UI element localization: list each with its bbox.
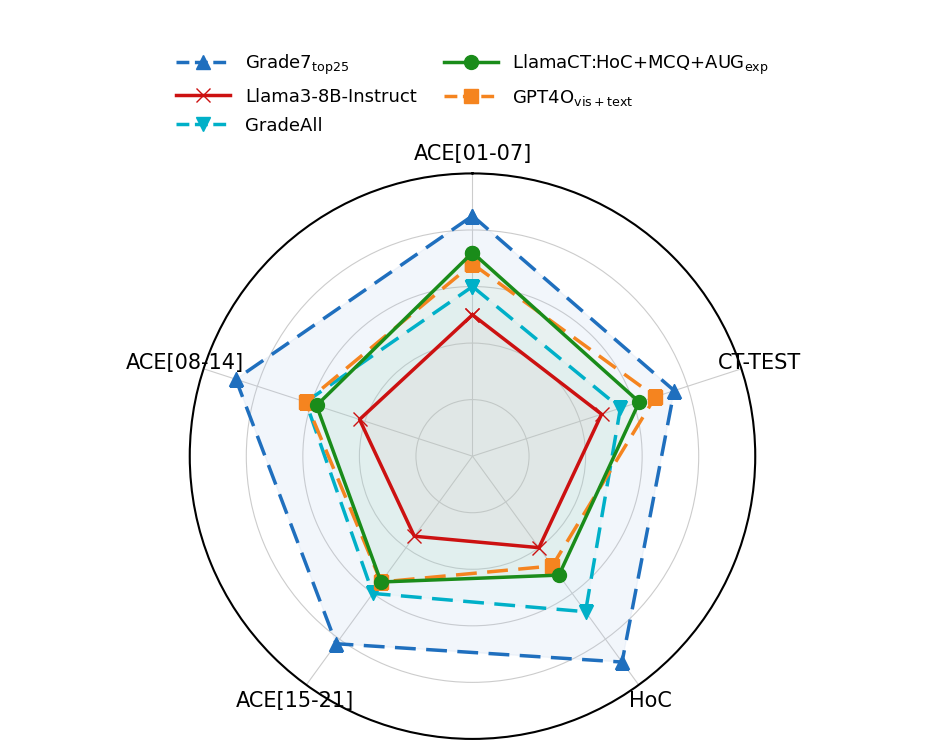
Polygon shape <box>316 253 638 582</box>
Polygon shape <box>306 287 620 611</box>
Polygon shape <box>236 216 673 662</box>
Polygon shape <box>359 315 601 547</box>
Legend: Grade7$_\mathregular{top25}$, Llama3-8B-Instruct, GradeAll, LlamaCT:HoC+MCQ+AUG$: Grade7$_\mathregular{top25}$, Llama3-8B-… <box>176 53 768 136</box>
